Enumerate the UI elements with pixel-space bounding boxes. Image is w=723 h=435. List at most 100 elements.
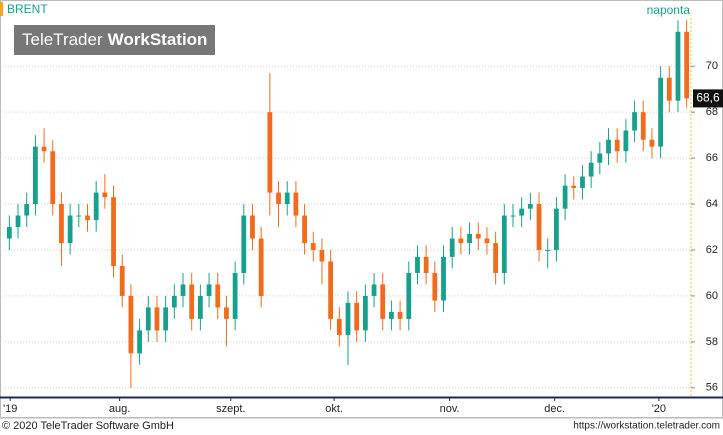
watermark-brand: TeleTrader [22,30,103,49]
candle-body [102,192,108,198]
candle-body [458,238,464,244]
candle-body [197,295,203,319]
candle-body [250,215,255,239]
candle-body [145,307,151,331]
candle-body [623,130,629,152]
y-tick-label: 62 [706,244,718,256]
candle-body [276,192,281,205]
candle-body [380,284,386,319]
y-tick-label: 70 [706,60,718,72]
candle-body [258,238,264,296]
candle-body [93,192,99,221]
candle-body [67,215,73,244]
candle-body [632,112,637,131]
candle-body [597,153,603,163]
candle-body [180,284,186,296]
candle-body [232,272,238,319]
candle-body [666,77,672,101]
candle-body [545,249,551,251]
candle-body [588,162,594,177]
candle-body [111,197,116,267]
y-tick-label: 68 [706,106,718,118]
y-tick-label: 60 [706,290,718,302]
candle-body [345,302,351,335]
y-tick-label: 56 [706,382,718,394]
candle-body [510,215,516,217]
candle-body [658,77,663,147]
candle-body [284,192,290,205]
candle-body [389,312,394,319]
candle-body [606,139,611,154]
candle-body [310,243,316,250]
candle-body [362,295,368,331]
candle-body [493,243,499,273]
footer-copyright: © 2020 TeleTrader Software GmbH [2,420,174,432]
candle-body [241,215,247,273]
candle-body [85,215,90,221]
candle-body [171,295,177,308]
x-tick-label: szept. [216,403,245,415]
candle-body [536,204,542,250]
candle-body [423,256,429,273]
candle-body [6,227,12,239]
candle-body [519,208,525,216]
last-price-label: 68,6 [696,91,720,105]
candle-body [484,238,490,244]
candle-body [501,215,507,273]
candle-body [15,215,21,228]
candle-body [432,272,438,301]
candle-body [580,176,585,188]
candle-body [41,146,47,152]
x-tick-label: nov. [440,403,460,415]
watermark: TeleTrader WorkStation [22,30,207,49]
candle-body [319,249,325,262]
footer-url: https://workstation.teletrader.com [573,421,720,432]
x-tick-label: okt. [325,403,343,415]
candle-body [415,256,420,273]
candle-body [128,295,134,354]
candle-body [336,318,342,335]
candle-body [684,31,690,99]
candle-body [527,204,533,209]
candle-body [206,284,212,296]
candle-body [215,284,221,308]
last-price-box [693,89,723,108]
y-tick-label: 58 [706,336,718,348]
candle-body [354,302,360,331]
candle-body [293,192,299,216]
candle-body [59,204,64,244]
y-tick-label: 66 [706,152,718,164]
candle-body [449,238,455,257]
candle-body [371,284,377,296]
x-tick-label: '20 [652,403,666,415]
x-tick-label: aug. [109,403,130,415]
candle-body [137,330,142,354]
candle-body [475,233,481,239]
candle-body [675,31,681,101]
candle-body [328,261,334,319]
interval: naponta [647,3,691,17]
y-tick-label: 64 [706,198,718,210]
series-marker [0,2,3,16]
candle-body [189,284,195,319]
candle-body [640,112,646,140]
x-tick-label: dec. [544,403,565,415]
candle-body [76,215,82,217]
candle-body [224,307,229,319]
candle-body [163,307,169,331]
chart-title: BRENT [7,2,48,16]
candle-body [267,112,273,193]
candle-body [649,139,655,147]
candle-body [24,204,30,216]
candle-body [154,307,160,331]
candle-body [397,312,403,319]
candle-body [302,215,307,244]
watermark-box [14,25,215,55]
candle-body [119,266,125,296]
candle-body [614,139,620,152]
candle-body [406,272,412,319]
watermark-product: WorkStation [108,30,208,49]
